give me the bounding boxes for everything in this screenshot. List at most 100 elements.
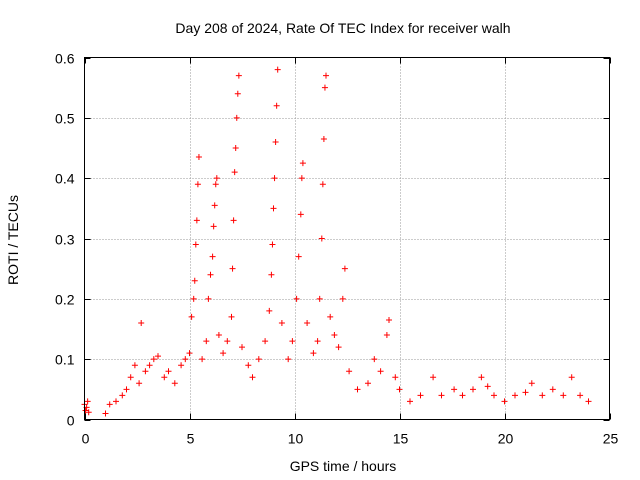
plot-frame bbox=[84, 57, 610, 420]
data-point bbox=[165, 368, 172, 375]
data-point bbox=[269, 241, 276, 248]
data-point bbox=[295, 253, 302, 260]
data-point bbox=[123, 386, 130, 393]
data-point bbox=[314, 338, 321, 345]
data-point bbox=[430, 374, 437, 381]
y-tick-label: 0.6 bbox=[55, 51, 75, 67]
data-point bbox=[82, 407, 89, 414]
data-point bbox=[289, 338, 296, 345]
data-point bbox=[203, 338, 210, 345]
data-point bbox=[278, 319, 285, 326]
data-point bbox=[293, 295, 300, 302]
y-tick-label: 0.3 bbox=[55, 232, 75, 248]
data-point bbox=[339, 295, 346, 302]
y-tick-labels: 0 0.1 0.2 0.3 0.4 0.5 0.6 bbox=[55, 51, 75, 429]
data-point bbox=[234, 90, 241, 97]
data-point bbox=[319, 181, 326, 188]
data-point bbox=[549, 386, 556, 393]
data-point bbox=[106, 401, 113, 408]
data-point bbox=[178, 362, 185, 369]
data-point bbox=[212, 181, 219, 188]
data-points bbox=[81, 66, 592, 417]
data-point bbox=[272, 138, 279, 145]
data-point bbox=[310, 350, 317, 357]
data-point bbox=[341, 265, 348, 272]
data-point bbox=[331, 332, 338, 339]
data-point bbox=[274, 66, 281, 73]
data-point bbox=[298, 175, 305, 182]
data-point bbox=[245, 362, 252, 369]
data-point bbox=[186, 350, 193, 357]
data-point bbox=[484, 383, 491, 390]
data-point bbox=[191, 277, 198, 284]
data-point bbox=[271, 175, 278, 182]
data-point bbox=[190, 295, 197, 302]
data-point bbox=[407, 398, 413, 405]
y-tick-label: 0 bbox=[67, 413, 75, 429]
data-point bbox=[568, 374, 575, 381]
data-point bbox=[285, 356, 292, 363]
y-tick-label: 0.1 bbox=[55, 352, 75, 368]
x-tick-label: 5 bbox=[187, 431, 195, 447]
chart-title: Day 208 of 2024, Rate Of TEC Index for r… bbox=[175, 20, 510, 36]
data-point bbox=[297, 211, 304, 218]
data-point bbox=[233, 114, 240, 121]
y-tick-label: 0.2 bbox=[55, 292, 75, 308]
data-point bbox=[239, 344, 245, 351]
data-point bbox=[192, 241, 199, 248]
data-point bbox=[438, 392, 445, 399]
y-tick-label: 0.4 bbox=[55, 171, 75, 187]
data-point bbox=[131, 362, 138, 369]
data-point bbox=[299, 160, 306, 167]
data-point bbox=[215, 332, 222, 339]
data-point bbox=[577, 392, 584, 399]
axis-ticks bbox=[84, 57, 611, 421]
data-point bbox=[268, 271, 275, 278]
data-point bbox=[136, 380, 143, 387]
data-point bbox=[235, 72, 242, 79]
data-point bbox=[207, 271, 214, 278]
data-point bbox=[354, 386, 361, 393]
data-point bbox=[262, 338, 269, 345]
data-point bbox=[321, 84, 328, 91]
data-point bbox=[323, 72, 329, 79]
x-tick-labels: 0 5 10 15 20 25 bbox=[82, 431, 619, 447]
data-point bbox=[249, 374, 256, 381]
data-point bbox=[470, 386, 476, 393]
data-point bbox=[150, 356, 157, 363]
data-point bbox=[142, 368, 149, 375]
data-point bbox=[224, 338, 231, 345]
data-point bbox=[213, 175, 220, 182]
y-tick-label: 0.5 bbox=[55, 111, 75, 127]
x-tick-label: 25 bbox=[603, 431, 619, 447]
data-point bbox=[377, 368, 384, 375]
data-point bbox=[194, 181, 201, 188]
data-point bbox=[85, 409, 92, 416]
data-point bbox=[231, 169, 238, 176]
data-point bbox=[155, 353, 161, 360]
data-point bbox=[273, 102, 280, 109]
y-axis-label: ROTI / TECUs bbox=[5, 195, 21, 285]
data-point bbox=[270, 205, 277, 212]
data-point bbox=[210, 223, 217, 230]
data-point bbox=[585, 398, 592, 405]
data-point bbox=[182, 356, 189, 363]
data-point bbox=[392, 374, 399, 381]
data-point bbox=[335, 344, 342, 351]
data-point bbox=[113, 398, 119, 405]
data-point bbox=[320, 135, 327, 142]
data-point bbox=[127, 374, 134, 381]
data-point bbox=[318, 235, 325, 242]
data-point bbox=[229, 265, 236, 272]
data-point bbox=[459, 392, 466, 399]
data-point bbox=[230, 217, 237, 224]
data-point bbox=[211, 202, 218, 209]
data-point bbox=[304, 319, 311, 326]
data-point bbox=[84, 398, 91, 405]
x-tick-label: 15 bbox=[393, 431, 409, 447]
data-point bbox=[371, 356, 378, 363]
data-point bbox=[451, 386, 458, 393]
data-point bbox=[346, 368, 353, 375]
data-point bbox=[209, 253, 216, 260]
